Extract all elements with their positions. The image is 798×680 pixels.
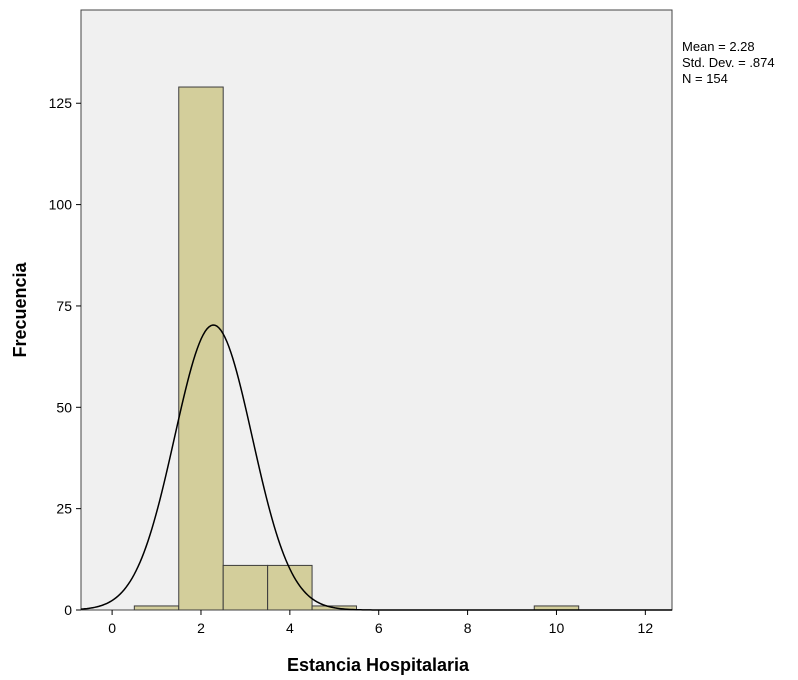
stats-box: Mean = 2.28 Std. Dev. = .874 N = 154 xyxy=(682,39,775,86)
y-tick-label: 50 xyxy=(56,399,72,415)
y-tick-label: 125 xyxy=(49,95,73,111)
y-tick-label: 25 xyxy=(56,501,72,517)
stats-mean: Mean = 2.28 xyxy=(682,39,755,54)
histogram-bar xyxy=(178,86,224,611)
histogram-bar xyxy=(133,605,180,611)
y-tick-label: 75 xyxy=(56,298,72,314)
x-tick-label: 8 xyxy=(464,620,472,636)
x-axis: 0 2 4 6 8 10 12 xyxy=(108,610,653,636)
y-tick-label: 100 xyxy=(49,197,73,213)
stats-std-dev: Std. Dev. = .874 xyxy=(682,55,775,70)
y-axis: 0 25 50 75 100 125 xyxy=(49,95,81,618)
x-tick-label: 2 xyxy=(197,620,205,636)
histogram-bar xyxy=(222,564,269,611)
y-axis-title: Frecuencia xyxy=(10,261,30,357)
histogram-bar xyxy=(267,564,313,611)
x-tick-label: 4 xyxy=(286,620,294,636)
stats-n: N = 154 xyxy=(682,71,728,86)
y-tick-label: 0 xyxy=(64,602,72,618)
x-axis-title: Estancia Hospitalaria xyxy=(287,655,470,675)
x-tick-label: 6 xyxy=(375,620,383,636)
bars-group xyxy=(133,86,580,611)
normal-curve-line xyxy=(80,324,672,611)
x-tick-label: 10 xyxy=(549,620,565,636)
plot-area xyxy=(80,9,673,611)
normal-curve-group xyxy=(80,324,672,611)
x-tick-label: 12 xyxy=(638,620,654,636)
x-tick-label: 0 xyxy=(108,620,116,636)
